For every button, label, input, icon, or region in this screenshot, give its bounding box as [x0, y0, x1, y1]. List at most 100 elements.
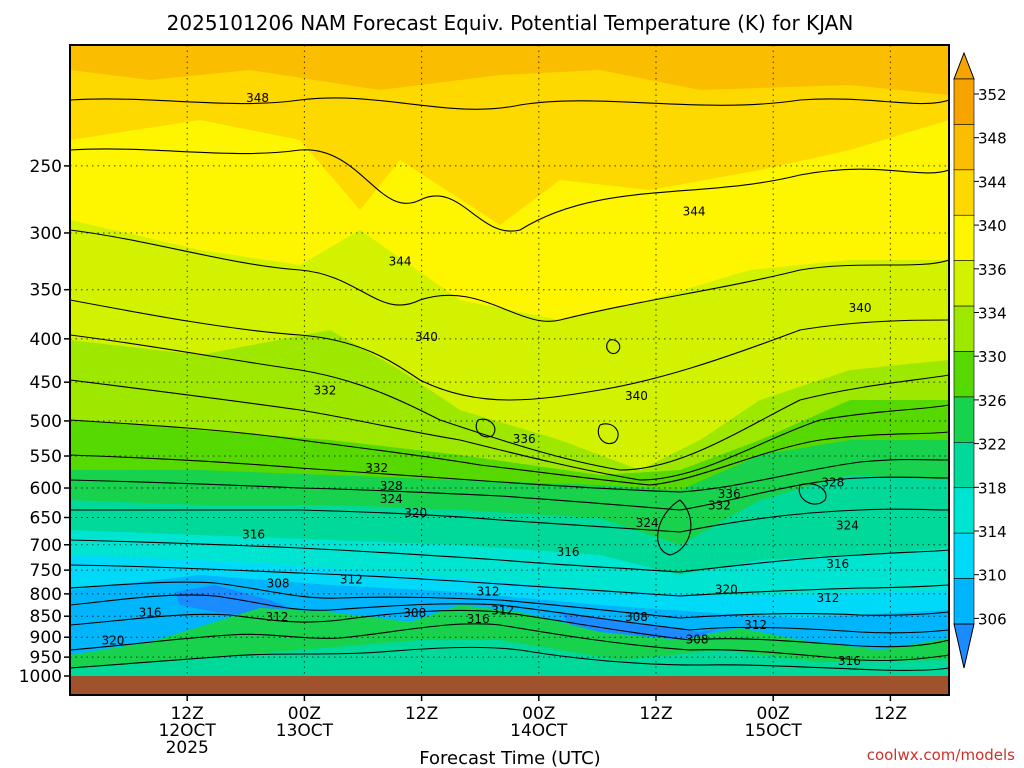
y-tick-label: 550 — [30, 447, 62, 467]
contour-line — [70, 646, 949, 671]
contour-label: 336 — [513, 432, 536, 446]
colorbar-swatch — [953, 578, 975, 625]
contour-label: 336 — [718, 487, 741, 501]
y-tick-label: 700 — [30, 536, 62, 556]
contour-labels: 3483443443403403403323363323283243203163… — [102, 91, 872, 668]
contour-line — [70, 476, 949, 511]
colorbar-swatch — [953, 124, 975, 171]
ground — [70, 676, 949, 695]
colorbar-swatch — [953, 214, 975, 261]
grid — [70, 45, 949, 676]
x-tick-label: 2025 — [166, 738, 209, 758]
colorbar-label: 336 — [978, 261, 1007, 279]
contour-line — [70, 564, 949, 597]
contour-label: 328 — [380, 479, 403, 493]
plot-frame — [69, 44, 950, 696]
x-tick-label: 15OCT — [745, 721, 803, 741]
colorbar-label: 326 — [978, 392, 1007, 410]
contour-line — [70, 508, 949, 533]
y-tick-label: 300 — [30, 224, 62, 244]
contour-label: 316 — [139, 606, 162, 620]
colorbar-swatch — [953, 260, 975, 307]
x-tick-label: 00Z — [522, 704, 555, 724]
contour-label: 332 — [708, 498, 731, 512]
colorbar-swatch — [953, 169, 975, 216]
colorbar-swatch — [953, 442, 975, 489]
x-axis-label: Forecast Time (UTC) — [419, 748, 600, 768]
contour-line — [70, 229, 949, 322]
y-tick-label: 350 — [30, 281, 62, 301]
contour-label: 308 — [686, 632, 709, 646]
theta-e-contours — [70, 97, 949, 671]
contour-line — [70, 539, 949, 573]
colorbar-label: 352 — [978, 86, 1007, 104]
y-tick-label: 1000 — [19, 667, 62, 687]
x-tick-label: 12Z — [639, 704, 672, 724]
contour-label: 332 — [365, 461, 388, 475]
colorbar-swatch — [953, 396, 975, 443]
colorbar-label: 340 — [978, 217, 1007, 235]
colorbar-label: 322 — [978, 436, 1007, 454]
contour-label: 328 — [821, 475, 844, 489]
contour-label: 320 — [404, 506, 427, 520]
y-tick-label: 950 — [30, 648, 62, 668]
contour-label: 324 — [636, 516, 659, 530]
contour-label: 316 — [838, 654, 861, 668]
colorbar-swatch — [953, 305, 975, 352]
boundary-layer-low — [70, 640, 949, 678]
colorbar-bottom-arrow — [953, 623, 975, 669]
colorbar-label: 334 — [978, 305, 1007, 323]
contour-label: 312 — [744, 618, 767, 632]
colorbar-label: 306 — [978, 610, 1007, 628]
contour-line — [70, 594, 949, 634]
contour-label: 308 — [625, 610, 648, 624]
x-tick-label: 12Z — [874, 704, 907, 724]
contour-label: 308 — [403, 606, 426, 620]
y-tick-label: 400 — [30, 330, 62, 350]
contour-line — [657, 499, 692, 556]
band-348 — [70, 45, 949, 95]
y-tick-label: 250 — [30, 157, 62, 177]
colorbar-label: 314 — [978, 523, 1007, 541]
contour-label: 344 — [683, 205, 706, 219]
contour-label: 312 — [816, 591, 839, 605]
colorbar-swatch — [953, 351, 975, 398]
x-tick-label: 12Z — [171, 704, 204, 724]
contour-label: 332 — [313, 383, 336, 397]
contour-label: 312 — [491, 604, 514, 618]
contour-label: 312 — [477, 585, 500, 599]
colorbar-swatch — [953, 532, 975, 579]
y-tick-label: 650 — [30, 508, 62, 528]
contour-label: 312 — [266, 610, 289, 624]
colorbar-label: 310 — [978, 567, 1007, 585]
contour-line — [70, 454, 949, 493]
credit-text: coolwx.com/models — [867, 746, 1015, 764]
contour-line — [70, 334, 949, 471]
colorbar-top-arrow — [953, 51, 975, 80]
colorbar: 352 348 344 340 336 334 330 326 322 318 314 310 306 — [953, 51, 1007, 669]
colorbar-label: 348 — [978, 130, 1007, 148]
contour-line — [70, 419, 949, 486]
band-344 — [70, 45, 949, 225]
y-tick-label: 600 — [30, 479, 62, 499]
contour-label: 320 — [102, 633, 125, 647]
contour-line — [475, 418, 496, 438]
contour-line — [70, 97, 949, 110]
x-tick-label: 14OCT — [510, 721, 568, 741]
x-tick-label: 12Z — [405, 704, 438, 724]
y-tick-label: 900 — [30, 628, 62, 648]
contour-label: 316 — [242, 528, 265, 542]
contour-label: 316 — [467, 612, 490, 626]
y-tick-label: 800 — [30, 585, 62, 605]
contour-line — [606, 339, 621, 355]
cool-core-east — [560, 612, 720, 640]
contour-label: 324 — [836, 518, 859, 532]
contour-label: 340 — [849, 301, 872, 315]
x-tick-label: 00Z — [757, 704, 790, 724]
contour-line — [70, 379, 949, 481]
contour-line — [798, 483, 827, 505]
colorbar-label: 330 — [978, 348, 1007, 366]
contour-label: 320 — [715, 583, 738, 597]
contour-line — [70, 299, 949, 401]
